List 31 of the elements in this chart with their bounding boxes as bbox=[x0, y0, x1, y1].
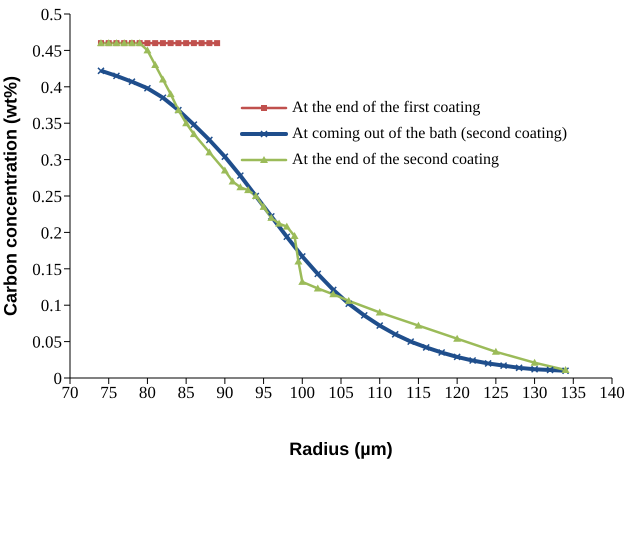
x-tick-label: 105 bbox=[328, 383, 354, 402]
y-tick-label: 0.35 bbox=[32, 114, 62, 134]
x-tick-label: 110 bbox=[367, 383, 392, 402]
legend-label: At coming out of the bath (second coating) bbox=[292, 125, 568, 143]
x-tick-label: 80 bbox=[138, 383, 156, 402]
x-tick-label: 85 bbox=[178, 383, 195, 402]
legend-label: At the end of the first coating bbox=[292, 99, 480, 117]
x-tick-label: 125 bbox=[483, 383, 509, 402]
x-tick-label: 90 bbox=[216, 383, 234, 402]
y-tick-label: 0.45 bbox=[32, 41, 62, 60]
x-tick-label: 95 bbox=[255, 383, 272, 402]
x-tick-label: 75 bbox=[100, 383, 118, 402]
y-tick-label: 0.25 bbox=[32, 187, 62, 206]
x-tick-label: 70 bbox=[62, 383, 78, 402]
x-tick-label: 130 bbox=[522, 383, 548, 402]
x-tick-label: 120 bbox=[444, 383, 470, 402]
x-tick-label: 115 bbox=[406, 383, 431, 402]
x-tick-label: 135 bbox=[560, 383, 586, 402]
y-tick-label: 0.05 bbox=[32, 332, 62, 352]
y-tick-label: 0.2 bbox=[40, 223, 62, 242]
y-tick-label: 0.15 bbox=[32, 260, 62, 279]
legend-label: At the end of the second coating bbox=[292, 151, 500, 169]
y-axis-title: Carbon concentration (wt%) bbox=[0, 76, 20, 316]
y-tick-label: 0 bbox=[54, 369, 62, 388]
y-tick-label: 0.3 bbox=[40, 150, 62, 170]
y-tick-label: 0.5 bbox=[40, 5, 62, 24]
y-tick-label: 0.4 bbox=[40, 78, 62, 97]
x-axis-title: Radius (µm) bbox=[289, 438, 393, 459]
y-tick-label: 0.1 bbox=[40, 296, 62, 316]
x-tick-label: 100 bbox=[290, 383, 316, 402]
x-tick-label: 140 bbox=[599, 383, 625, 402]
